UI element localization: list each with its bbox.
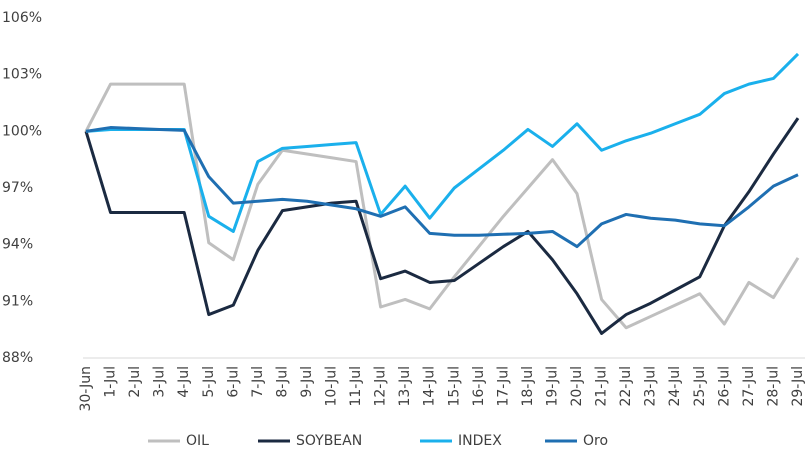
y-tick-label: 103%	[2, 67, 42, 83]
x-tick-label: 9-Jul	[299, 366, 315, 398]
x-tick-label: 19-Jul	[544, 366, 560, 407]
x-tick-label: 3-Jul	[152, 366, 168, 398]
x-tick-label: 11-Jul	[348, 366, 364, 407]
x-tick-label: 17-Jul	[495, 366, 511, 407]
x-tick-label: 28-Jul	[765, 366, 781, 407]
x-tick-label: 2-Jul	[127, 366, 143, 398]
x-tick-label: 24-Jul	[667, 366, 683, 407]
x-tick-label: 25-Jul	[692, 366, 708, 407]
x-tick-label: 27-Jul	[741, 366, 757, 407]
series-line	[84, 82, 800, 330]
x-tick-label: 7-Jul	[250, 366, 266, 398]
legend-label: OIL	[186, 433, 209, 449]
legend-label: INDEX	[458, 433, 502, 449]
y-tick-label: 100%	[2, 123, 42, 139]
x-tick-label: 13-Jul	[397, 366, 413, 407]
x-tick-label: 18-Jul	[520, 366, 536, 407]
y-tick-label: 97%	[2, 180, 33, 196]
series-line	[85, 126, 799, 249]
x-tick-label: 6-Jul	[225, 366, 241, 398]
y-tick-label: 94%	[2, 237, 33, 253]
x-tick-label: 8-Jul	[274, 366, 290, 398]
x-tick-label: 23-Jul	[643, 366, 659, 407]
series-line	[84, 117, 800, 335]
y-tick-label: 88%	[2, 350, 33, 366]
x-tick-label: 21-Jul	[594, 366, 610, 407]
x-tick-label: 15-Jul	[446, 366, 462, 407]
x-tick-label: 5-Jul	[201, 366, 217, 398]
x-tick-label: 29-Jul	[790, 366, 806, 407]
x-tick-label: 20-Jul	[569, 366, 585, 407]
x-tick-label: 30-Jun	[78, 366, 94, 412]
x-tick-label: 4-Jul	[176, 366, 192, 398]
x-tick-label: 22-Jul	[618, 366, 634, 407]
x-tick-label: 16-Jul	[471, 366, 487, 407]
series-line	[85, 52, 800, 233]
x-tick-label: 10-Jul	[324, 366, 340, 407]
x-tick-label: 12-Jul	[373, 366, 389, 407]
y-tick-label: 91%	[2, 293, 33, 309]
y-tick-label: 106%	[2, 10, 42, 26]
legend-label: Oro	[583, 433, 608, 449]
legend-label: SOYBEAN	[296, 433, 362, 449]
x-tick-label: 14-Jul	[422, 366, 438, 407]
x-tick-label: 1-Jul	[103, 366, 119, 398]
x-tick-label: 26-Jul	[716, 366, 732, 407]
